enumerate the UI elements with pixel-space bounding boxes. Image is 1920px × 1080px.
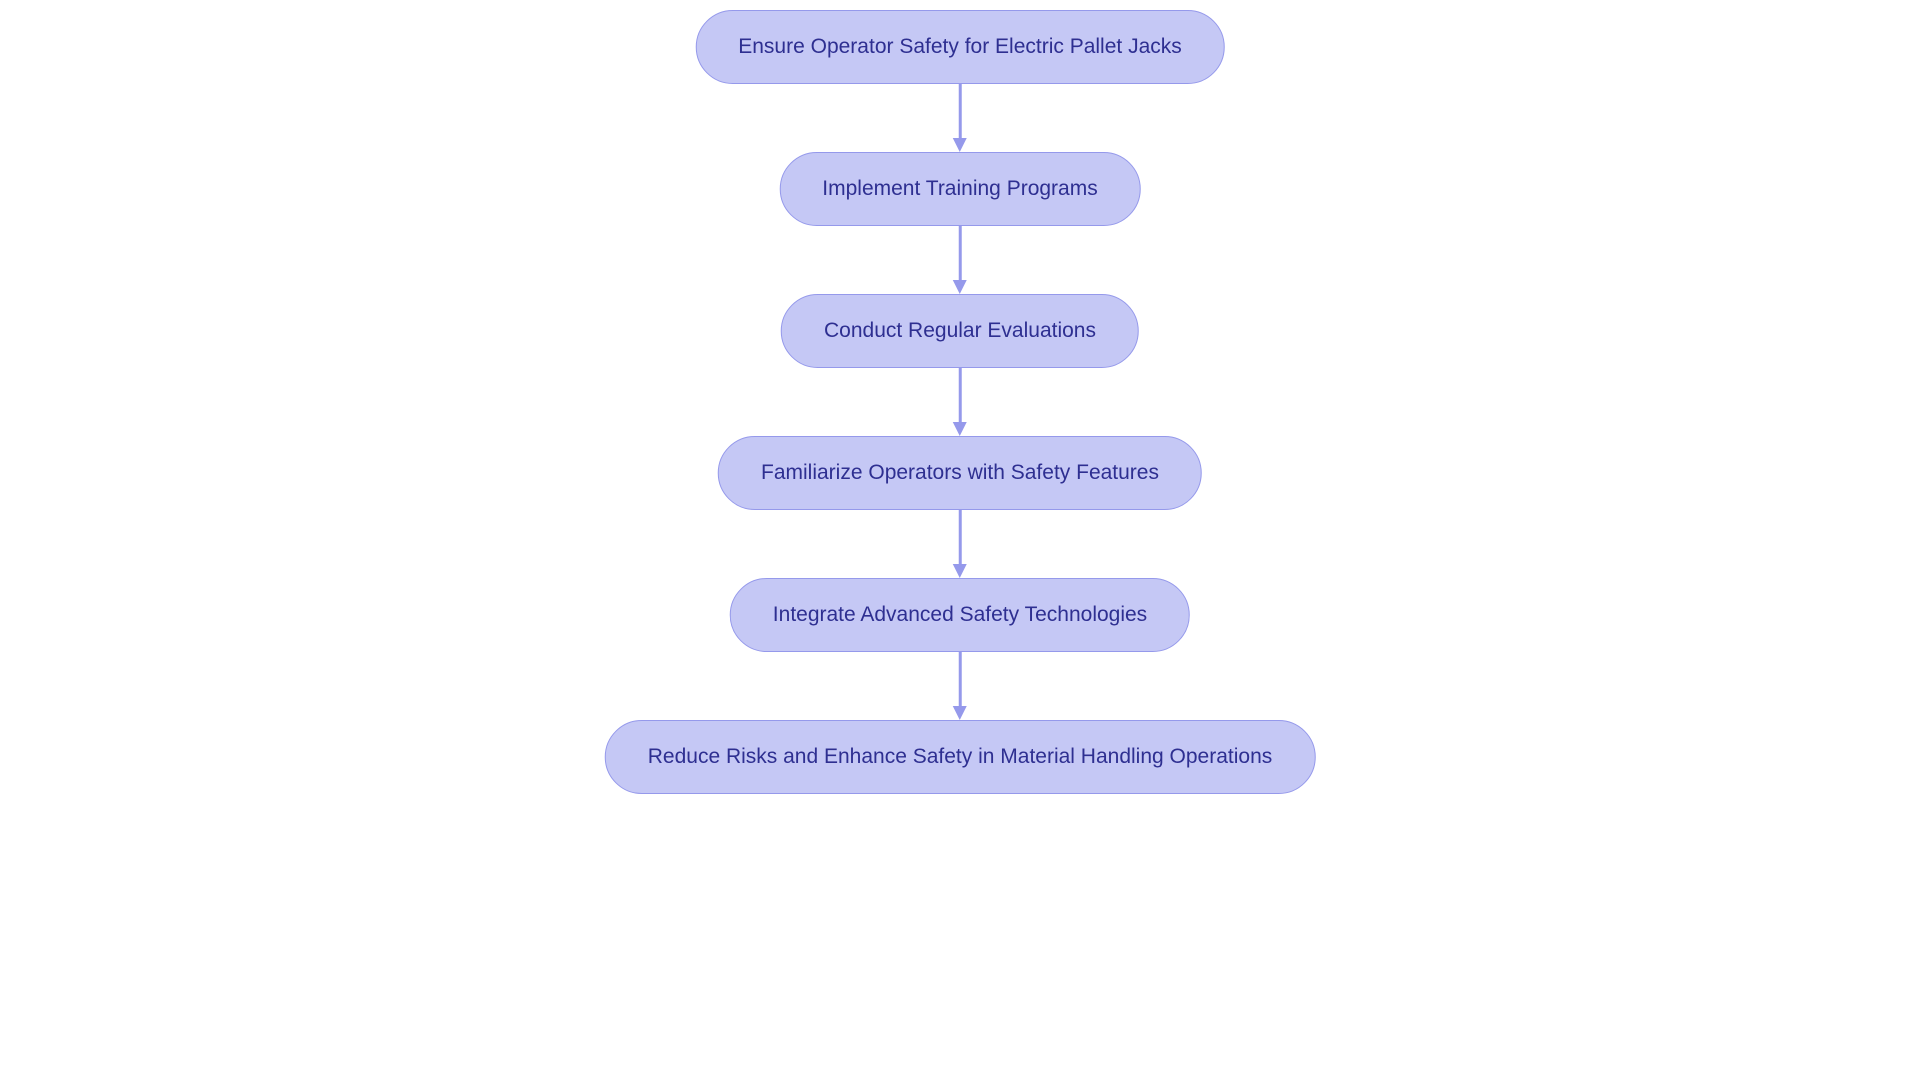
flowchart-arrow	[953, 652, 967, 720]
node-label: Conduct Regular Evaluations	[824, 319, 1096, 343]
arrow-line	[959, 226, 962, 280]
arrow-line	[959, 652, 962, 706]
arrow-head-icon	[953, 564, 967, 578]
flowchart-arrow	[953, 226, 967, 294]
arrow-head-icon	[953, 138, 967, 152]
arrow-line	[959, 368, 962, 422]
arrow-line	[959, 510, 962, 564]
arrow-head-icon	[953, 280, 967, 294]
arrow-head-icon	[953, 422, 967, 436]
flowchart-node: Integrate Advanced Safety Technologies	[730, 578, 1190, 652]
flowchart-node: Implement Training Programs	[779, 152, 1140, 226]
node-label: Implement Training Programs	[822, 177, 1097, 201]
arrow-line	[959, 84, 962, 138]
flowchart-node: Familiarize Operators with Safety Featur…	[718, 436, 1202, 510]
flowchart-container: Ensure Operator Safety for Electric Pall…	[605, 10, 1316, 794]
flowchart-node: Ensure Operator Safety for Electric Pall…	[695, 10, 1225, 84]
flowchart-arrow	[953, 368, 967, 436]
arrow-head-icon	[953, 706, 967, 720]
flowchart-arrow	[953, 84, 967, 152]
flowchart-node: Conduct Regular Evaluations	[781, 294, 1139, 368]
flowchart-arrow	[953, 510, 967, 578]
flowchart-node: Reduce Risks and Enhance Safety in Mater…	[605, 720, 1316, 794]
node-label: Ensure Operator Safety for Electric Pall…	[738, 35, 1182, 59]
node-label: Integrate Advanced Safety Technologies	[773, 603, 1147, 627]
node-label: Familiarize Operators with Safety Featur…	[761, 461, 1159, 485]
node-label: Reduce Risks and Enhance Safety in Mater…	[648, 745, 1273, 769]
